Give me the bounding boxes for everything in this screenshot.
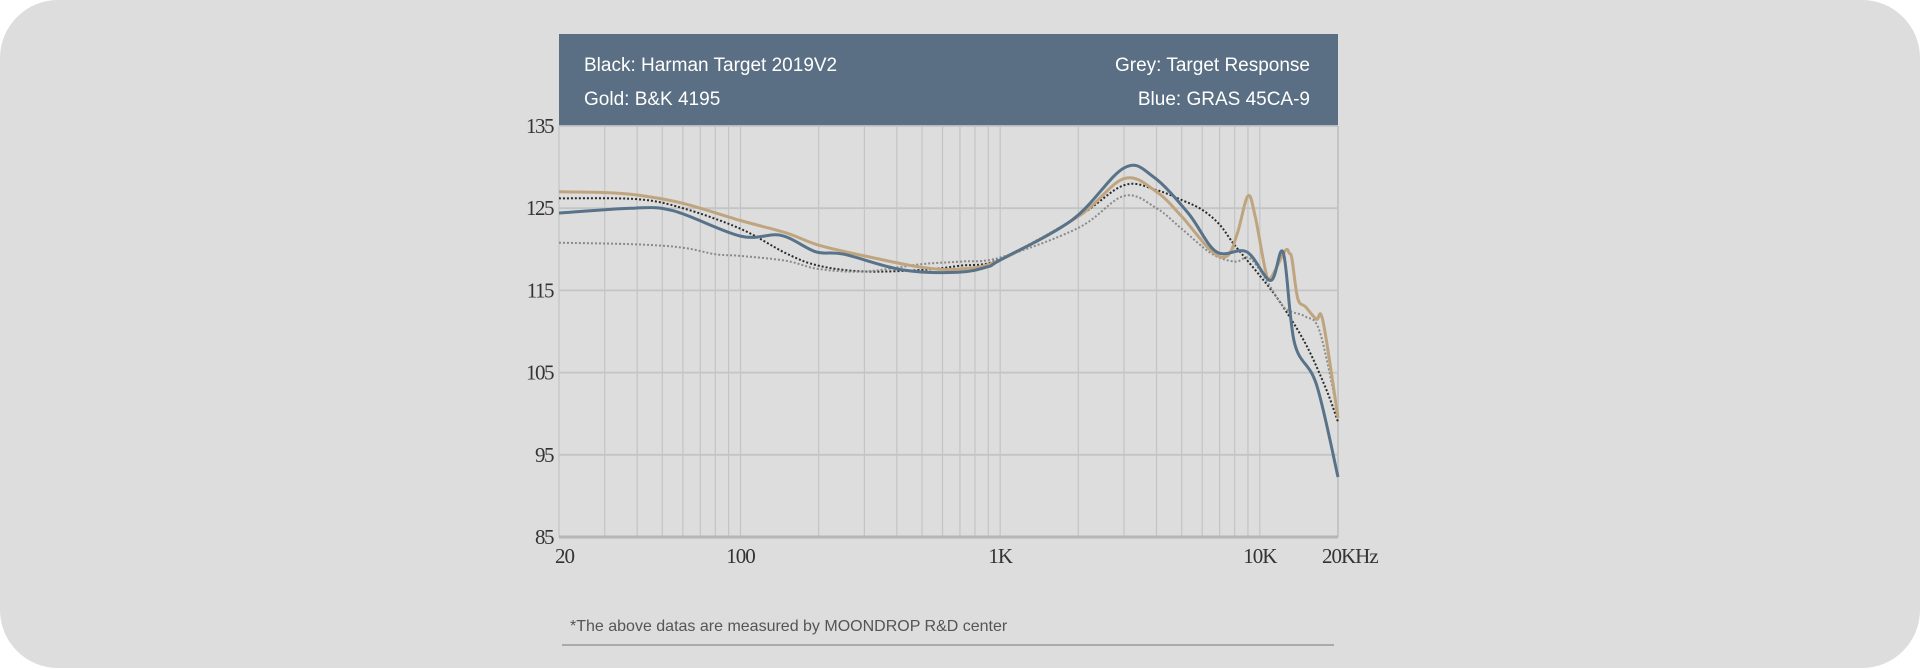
footnote: *The above datas are measured by MOONDRO… — [570, 618, 1008, 635]
legend-grey: Grey: Target Response — [1115, 55, 1310, 76]
series-line-target-response — [558, 194, 1339, 414]
series-line-harman-target-2019v2 — [558, 182, 1339, 423]
legend-header — [559, 34, 1338, 126]
y-tick-label: 135 — [526, 114, 554, 138]
y-tick-label: 95 — [535, 443, 554, 467]
series-group — [558, 163, 1340, 478]
y-tick-label: 105 — [526, 361, 554, 385]
series-line-b-k-4195 — [558, 176, 1340, 419]
y-axis-labels: 135 125 115 105 95 85 — [526, 114, 556, 549]
x-tick-label: 20 — [555, 544, 575, 568]
x-axis-labels: 20 100 1K 10K 20KHz — [555, 544, 1379, 568]
y-tick-label: 85 — [535, 525, 554, 549]
x-tick-label: 20KHz — [1322, 544, 1378, 568]
series-line-gras-45ca-9 — [558, 163, 1340, 478]
legend-black: Black: Harman Target 2019V2 — [584, 55, 837, 76]
grid — [558, 125, 1339, 539]
x-tick-label: 1K — [988, 544, 1013, 568]
y-tick-label: 125 — [526, 196, 554, 220]
legend-gold: Gold: B&K 4195 — [584, 89, 720, 110]
x-tick-label: 10K — [1243, 544, 1277, 568]
x-tick-label: 100 — [726, 544, 755, 568]
y-tick-label: 115 — [527, 278, 554, 302]
legend-blue: Blue: GRAS 45CA-9 — [1138, 89, 1310, 110]
